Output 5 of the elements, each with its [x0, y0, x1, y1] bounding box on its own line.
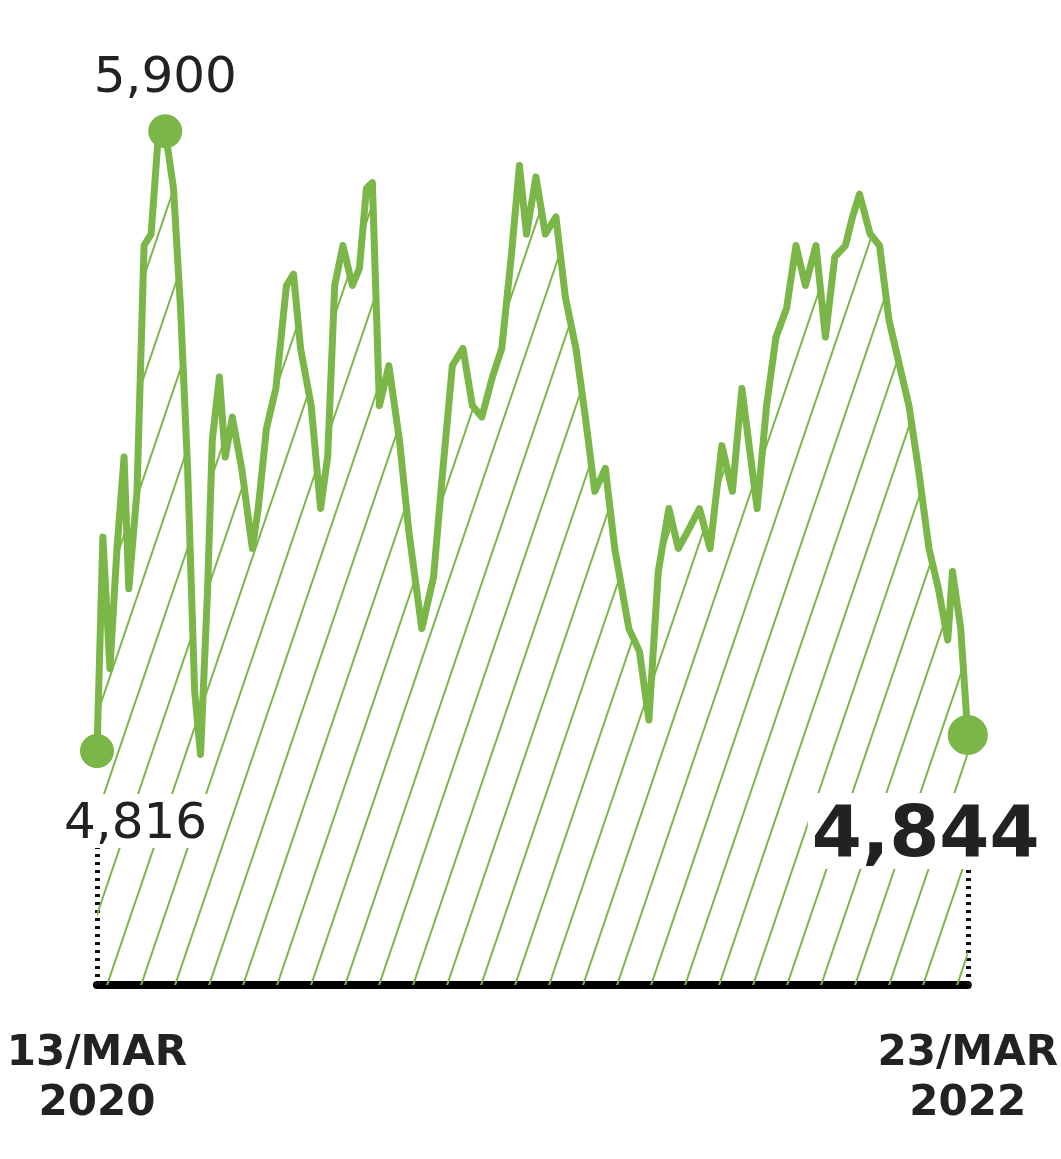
- x-tick-label: 23/MAR 2022: [877, 1025, 1058, 1125]
- x-tick-label: 13/MAR 2020: [6, 1025, 188, 1125]
- data-label: 4,816: [64, 791, 208, 850]
- data-label: 5,900: [93, 46, 237, 105]
- data-label: 4,844: [811, 788, 1040, 873]
